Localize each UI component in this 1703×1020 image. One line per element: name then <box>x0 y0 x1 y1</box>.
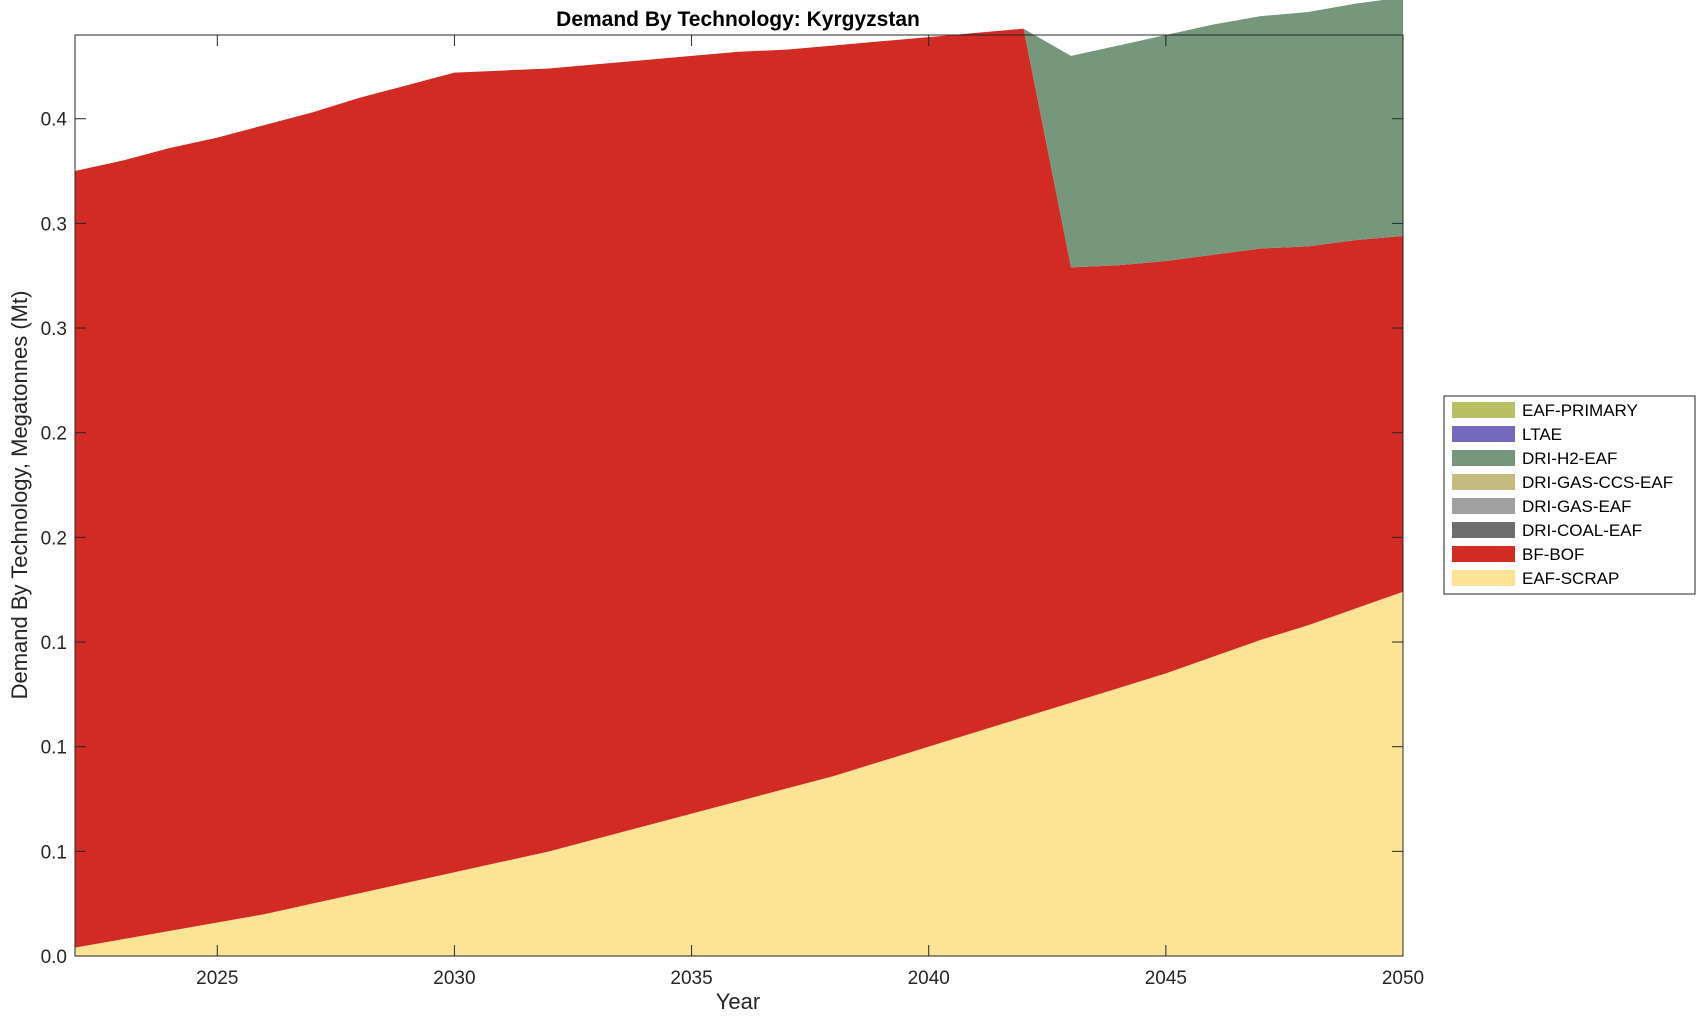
legend-label: BF-BOF <box>1522 545 1584 564</box>
y-tick-label: 0.3 <box>41 214 67 235</box>
y-tick-label: 0.1 <box>41 633 67 654</box>
legend-label: EAF-PRIMARY <box>1522 401 1638 420</box>
legend-items: EAF-PRIMARY LTAE DRI-H2-EAF DRI-GAS-CCS-EAF… <box>1452 401 1673 588</box>
y-tick-label: 0.1 <box>41 842 67 863</box>
ticks-layer: 2025 2030 2035 2040 2045 2050 0.0 0.1 0.1 0.1 0.2 0… <box>41 35 1424 989</box>
x-tick-label: 2040 <box>908 968 950 989</box>
legend-label: DRI-GAS-EAF <box>1522 497 1632 516</box>
legend-swatch <box>1452 426 1515 442</box>
x-tick-label: 2030 <box>433 968 475 989</box>
area-eaf-scrap <box>75 591 1403 956</box>
legend-swatch <box>1452 498 1515 514</box>
x-tick-label: 2045 <box>1145 968 1187 989</box>
legend-swatch <box>1452 450 1515 466</box>
legend-swatch <box>1452 474 1515 490</box>
legend-label: DRI-H2-EAF <box>1522 449 1617 468</box>
area-bf-bof <box>75 28 1403 948</box>
legend-label: LTAE <box>1522 425 1562 444</box>
x-tick-label: 2025 <box>196 968 238 989</box>
y-tick-label: 0.0 <box>41 947 67 968</box>
legend-swatch <box>1452 546 1515 562</box>
y-axis-label: Demand By Technology, Megatonnes (Mt) <box>7 291 32 700</box>
legend-label: DRI-COAL-EAF <box>1522 521 1642 540</box>
chart-title: Demand By Technology: Kyrgyzstan <box>556 8 920 31</box>
x-tick-label: 2050 <box>1382 968 1424 989</box>
y-tick-label: 0.2 <box>41 424 67 445</box>
y-tick-label: 0.2 <box>41 528 67 549</box>
areas-layer <box>75 0 1403 956</box>
y-tick-label: 0.1 <box>41 738 67 759</box>
x-tick-label: 2035 <box>670 968 712 989</box>
plot-frame <box>74 34 1404 957</box>
legend-label: EAF-SCRAP <box>1522 569 1619 588</box>
legend: EAF-PRIMARY LTAE DRI-H2-EAF DRI-GAS-CCS-EAF… <box>1443 395 1696 595</box>
area-dri-h2-eaf <box>75 0 1403 268</box>
x-axis-label: Year <box>716 989 760 1014</box>
legend-swatch <box>1452 570 1515 586</box>
legend-box <box>1443 395 1696 595</box>
y-tick-label: 0.4 <box>41 110 68 131</box>
y-tick-label: 0.3 <box>41 319 67 340</box>
legend-swatch <box>1452 402 1515 418</box>
legend-label: DRI-GAS-CCS-EAF <box>1522 473 1673 492</box>
legend-swatch <box>1452 522 1515 538</box>
